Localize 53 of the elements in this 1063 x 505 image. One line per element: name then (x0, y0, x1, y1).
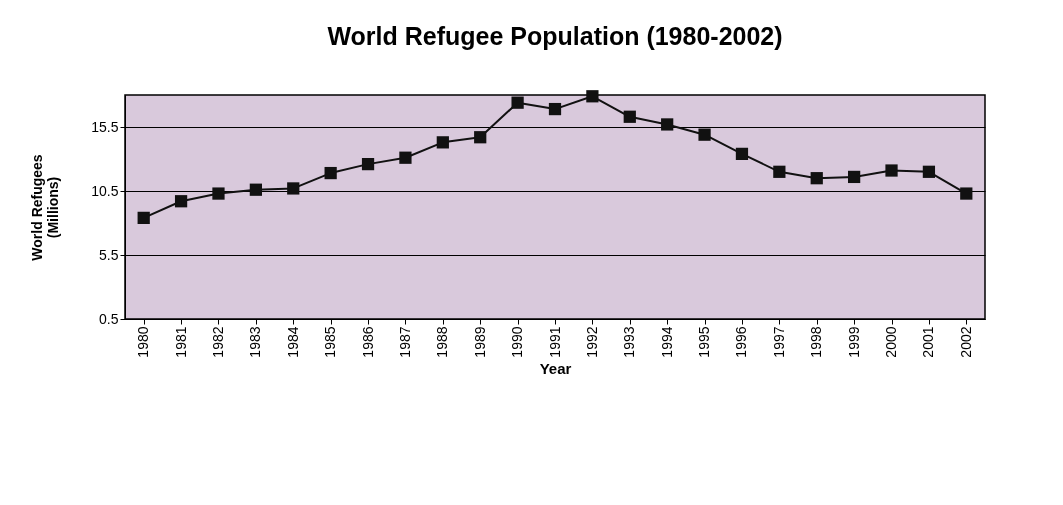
x-tick-label: 1985 (322, 326, 339, 358)
point (922, 165, 936, 178)
y-tick-label: 0.5 (99, 310, 119, 327)
point (511, 96, 524, 109)
x-tick-label: 2002 (957, 326, 974, 358)
point (548, 102, 562, 116)
point (623, 110, 636, 123)
point (698, 128, 711, 141)
point (773, 165, 786, 178)
point (361, 158, 375, 171)
x-tick-label: 1982 (209, 326, 226, 358)
x-tick-label: 1997 (770, 326, 787, 358)
point (249, 183, 262, 196)
x-tick-label: 1987 (396, 326, 413, 358)
chart-title: World Refugee Population (1980-2002) (327, 22, 783, 51)
y-axis-title: World Refugees (Millions) (29, 154, 62, 261)
y-tick-label: 15.5 (91, 118, 119, 135)
x-tick-label: 1980 (135, 326, 152, 358)
point (137, 211, 150, 224)
x-tick-label: 1994 (658, 326, 675, 358)
y-tick-label: 10.5 (91, 182, 119, 199)
x-tick-label: 1996 (733, 326, 750, 358)
x-tick-label: 1983 (247, 326, 264, 358)
point (324, 166, 337, 180)
x-tick-label: 1991 (546, 326, 563, 358)
point (810, 172, 823, 185)
point (287, 182, 300, 195)
point (885, 164, 898, 177)
x-tick-label: 1992 (583, 326, 600, 358)
point (474, 131, 487, 144)
point (960, 187, 973, 200)
x-tick-label: 1995 (696, 326, 713, 358)
x-tick-label: 1988 (434, 326, 451, 358)
point (436, 136, 449, 149)
point (735, 147, 749, 160)
point (399, 151, 412, 164)
x-tick-label: 1998 (808, 326, 825, 358)
x-tick-label: 1981 (172, 326, 189, 358)
x-axis-title: Year (539, 359, 572, 377)
point (848, 170, 861, 184)
x-tick-label: 1989 (471, 326, 488, 358)
point (586, 90, 599, 103)
x-tick-label: 1984 (284, 326, 301, 358)
point (212, 187, 225, 200)
point (174, 195, 188, 208)
x-tick-label: 1999 (845, 326, 862, 358)
x-tick-label: 1986 (359, 326, 376, 358)
x-tick-label: 1993 (621, 326, 638, 358)
x-tick-label: 2001 (920, 326, 937, 358)
y-tick-label: 5.5 (99, 246, 119, 263)
point (661, 118, 674, 131)
x-tick-label: 1990 (509, 326, 526, 358)
x-tick-label: 2000 (883, 326, 900, 358)
